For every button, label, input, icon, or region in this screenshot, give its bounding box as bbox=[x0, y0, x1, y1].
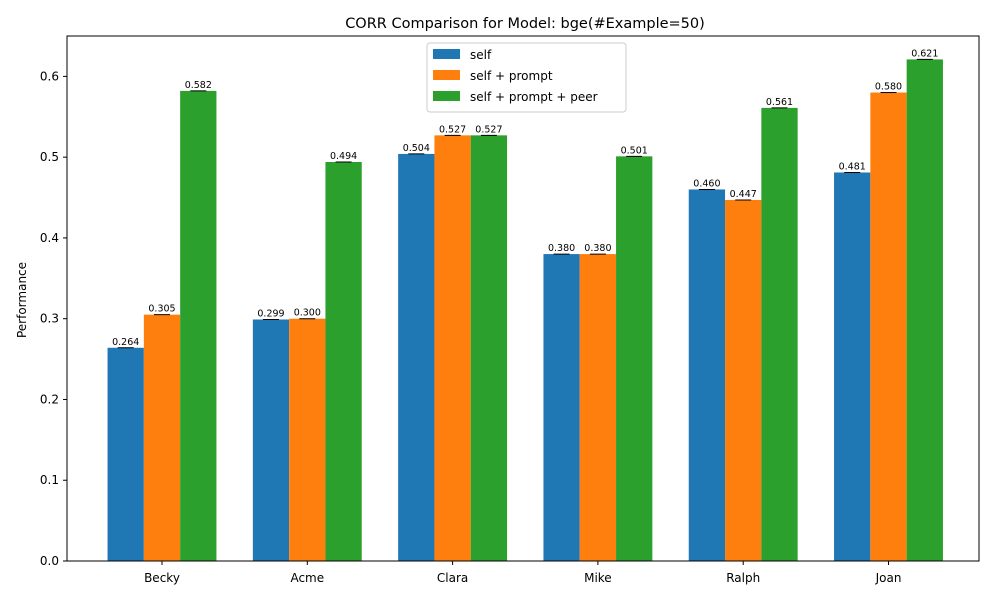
chart-title: CORR Comparison for Model: bge(#Example=… bbox=[345, 16, 705, 32]
y-tick-label: 0.5 bbox=[40, 150, 59, 164]
bar-clara-2 bbox=[434, 135, 471, 561]
data-label: 0.481 bbox=[839, 162, 866, 173]
bar-becky-2 bbox=[143, 314, 181, 561]
y-tick-label: 0.6 bbox=[40, 69, 59, 83]
legend-label: self bbox=[470, 48, 492, 62]
bar-joan-2 bbox=[870, 92, 907, 562]
data-label: 0.494 bbox=[330, 151, 357, 162]
y-tick-label: 0.2 bbox=[40, 392, 59, 406]
x-tick-label: Becky bbox=[144, 571, 180, 585]
data-label: 0.582 bbox=[185, 80, 212, 91]
data-label: 0.380 bbox=[584, 243, 611, 254]
plot-area: 0.264 0.299 0.504 0.380 0.460 0.481 0.305 0.300… bbox=[40, 35, 980, 585]
legend-label: self + prompt bbox=[470, 69, 553, 83]
x-tick-label: Acme bbox=[290, 571, 324, 585]
bar-ralph-2 bbox=[725, 199, 762, 561]
bar-becky-3 bbox=[180, 90, 217, 561]
data-label: 0.561 bbox=[766, 97, 793, 108]
bar-mike-2 bbox=[579, 254, 617, 562]
legend-swatch bbox=[433, 70, 460, 80]
x-tick-label: Joan bbox=[875, 571, 902, 585]
data-label: 0.527 bbox=[439, 124, 466, 135]
legend-swatch bbox=[433, 91, 460, 101]
legend-box bbox=[426, 42, 627, 113]
axes-frame bbox=[66, 35, 980, 562]
data-label: 0.621 bbox=[911, 48, 938, 59]
bar-clara-1 bbox=[398, 153, 435, 561]
bar-joan-3 bbox=[906, 59, 943, 562]
data-label: 0.299 bbox=[257, 309, 284, 320]
y-tick-label: 0.4 bbox=[40, 231, 59, 245]
x-tick-label: Ralph bbox=[726, 571, 760, 585]
bar-acme-2 bbox=[289, 318, 326, 561]
data-label: 0.305 bbox=[148, 304, 175, 315]
legend-label: self + prompt + peer bbox=[470, 90, 598, 104]
data-label: 0.504 bbox=[403, 143, 430, 154]
data-label: 0.527 bbox=[475, 124, 502, 135]
x-tick-label: Mike bbox=[584, 571, 612, 585]
data-label: 0.447 bbox=[730, 189, 757, 200]
data-label: 0.264 bbox=[112, 337, 139, 348]
bar-becky-1 bbox=[107, 347, 144, 561]
bar-joan-1 bbox=[834, 172, 871, 561]
data-label: 0.580 bbox=[875, 82, 902, 93]
bar-clara-3 bbox=[470, 135, 508, 561]
y-tick-label: 0.0 bbox=[40, 554, 59, 568]
bar-mike-3 bbox=[616, 156, 653, 561]
data-label: 0.380 bbox=[548, 243, 575, 254]
y-tick-label: 0.3 bbox=[40, 312, 59, 326]
bar-acme-1 bbox=[252, 319, 290, 561]
bar-ralph-3 bbox=[761, 107, 798, 561]
x-tick-label: Clara bbox=[437, 571, 468, 585]
data-label: 0.501 bbox=[621, 145, 648, 156]
y-tick-label: 0.1 bbox=[40, 473, 59, 487]
bar-mike-1 bbox=[543, 254, 580, 562]
data-label: 0.460 bbox=[693, 178, 720, 189]
bar-acme-3 bbox=[325, 162, 362, 561]
legend-swatch bbox=[433, 49, 460, 59]
y-axis-label: Performance bbox=[15, 262, 29, 338]
data-label: 0.300 bbox=[294, 308, 321, 319]
legend: self self + prompt self + prompt + peer bbox=[426, 42, 627, 113]
bar-ralph-1 bbox=[688, 189, 726, 561]
